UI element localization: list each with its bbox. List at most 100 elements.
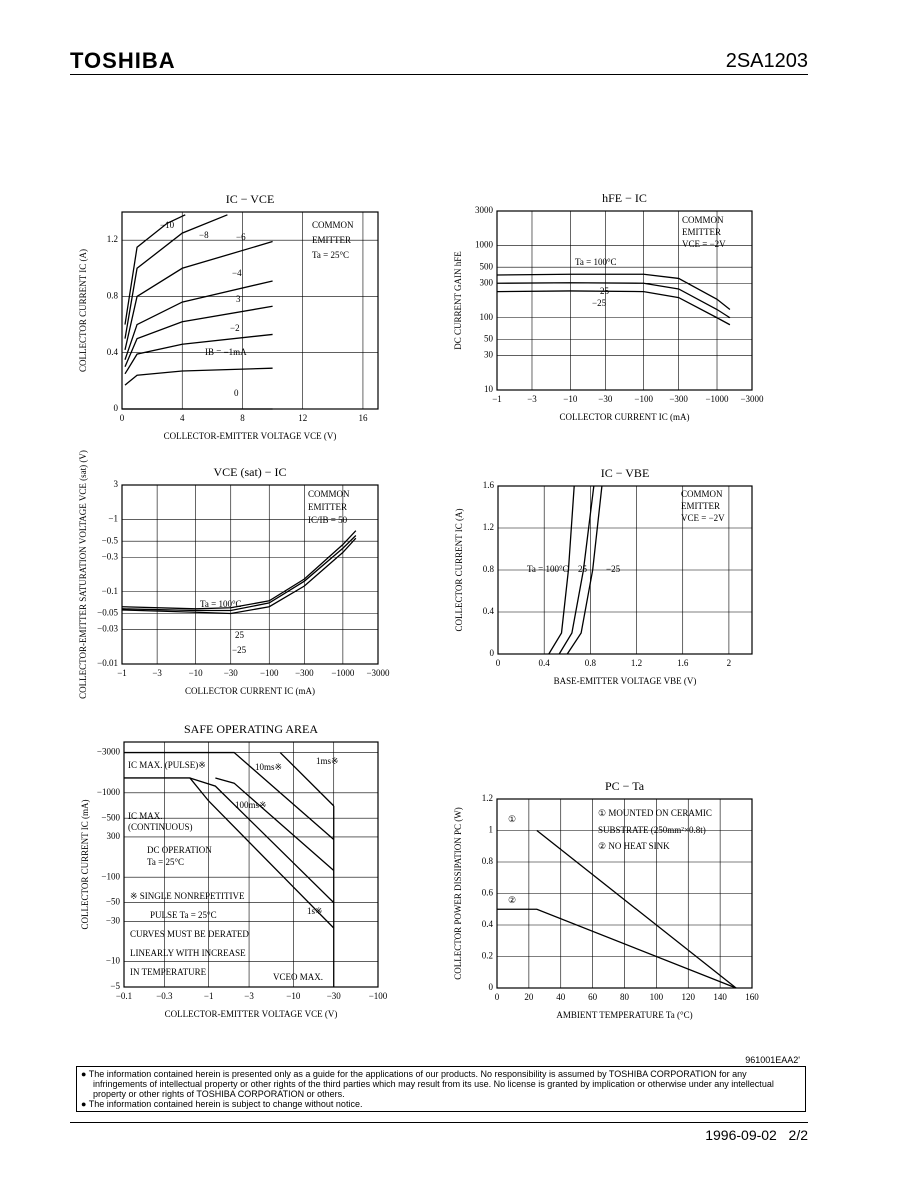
x-axis-label: AMBIENT TEMPERATURE Ta (°C) <box>556 1010 692 1020</box>
annotation: VCEO MAX. <box>273 972 323 982</box>
series-label: −6 <box>236 232 246 242</box>
y-tick-label: −0.01 <box>97 658 118 668</box>
annotation: ※ SINGLE NONREPETITIVE <box>130 891 245 901</box>
x-tick-label: −3 <box>152 668 162 678</box>
plot-frame <box>121 484 379 665</box>
x-axis-label: BASE-EMITTER VOLTAGE VBE (V) <box>554 676 697 686</box>
annotation: COMMON <box>681 489 723 499</box>
brand: TOSHIBA <box>70 48 176 73</box>
series-line <box>124 280 273 360</box>
series-label: 1ms※ <box>316 756 339 766</box>
y-tick-label: −500 <box>101 812 120 822</box>
annotation: LINEARLY WITH INCREASE <box>130 948 246 958</box>
y-tick-label: −0.03 <box>97 624 118 634</box>
y-tick-label: 1.2 <box>482 793 493 803</box>
series-line <box>279 752 335 807</box>
y-tick-label: 1.2 <box>483 522 494 532</box>
y-axis-label: DC CURRENT GAIN hFE <box>453 251 463 350</box>
x-tick-label: −30 <box>224 668 239 678</box>
x-tick-label: 2 <box>727 658 732 668</box>
series-line <box>121 535 357 612</box>
y-tick-label: 0 <box>490 648 495 658</box>
plot-frame <box>497 485 753 655</box>
y-axis-label: COLLECTOR CURRENT IC (A) <box>78 249 88 372</box>
y-tick-label: 500 <box>480 261 494 271</box>
x-tick-label: 1.6 <box>677 658 689 668</box>
x-tick-label: −3000 <box>740 394 764 404</box>
x-tick-label: 0 <box>120 413 125 423</box>
annotation: EMITTER <box>682 227 721 237</box>
chart-title: PC − Ta <box>605 779 645 793</box>
x-tick-label: 0 <box>495 992 500 1002</box>
chart-title: VCE (sat) − IC <box>213 465 286 479</box>
y-tick-label: −0.5 <box>102 535 119 545</box>
series-label: −25 <box>592 298 607 308</box>
series-line <box>124 214 228 339</box>
series-line <box>124 305 273 368</box>
series-line <box>124 240 273 351</box>
annotation: ① MOUNTED ON CERAMIC <box>598 808 712 818</box>
series-label: 25 <box>235 630 245 640</box>
notes: The information contained herein is pres… <box>76 1066 806 1112</box>
y-tick-label: −5 <box>110 981 120 991</box>
chart-title: IC − VBE <box>601 466 650 480</box>
x-tick-label: 12 <box>298 413 307 423</box>
y-tick-label: 0.4 <box>482 919 494 929</box>
x-tick-label: 1.2 <box>631 658 642 668</box>
part-number: 2SA1203 <box>725 50 808 72</box>
series-line <box>124 214 186 325</box>
x-tick-label: −300 <box>669 394 688 404</box>
series-line <box>124 333 273 375</box>
series-label: −2 <box>230 323 240 333</box>
x-tick-label: −30 <box>598 394 613 404</box>
series-line <box>497 908 737 989</box>
plot-frame <box>123 741 379 988</box>
y-tick-label: 0.2 <box>482 951 493 961</box>
x-tick-label: 100 <box>650 992 664 1002</box>
x-tick-label: −10 <box>563 394 578 404</box>
x-tick-label: 160 <box>745 992 759 1002</box>
x-tick-label: 0 <box>496 658 501 668</box>
y-tick-label: −0.05 <box>97 608 118 618</box>
series-line <box>566 485 603 655</box>
annotation: CURVES MUST BE DERATED <box>130 929 249 939</box>
plot-frame <box>496 210 753 391</box>
y-tick-label: 1000 <box>475 240 494 250</box>
series-label: −8 <box>199 230 209 240</box>
y-tick-label: 1 <box>489 825 494 835</box>
y-tick-label: 10 <box>484 384 494 394</box>
note: The information contained herein is pres… <box>81 1069 801 1099</box>
series-line <box>496 290 731 326</box>
series-line <box>121 537 357 615</box>
series-line <box>496 273 731 311</box>
annotation: VCE = −2V <box>682 239 726 249</box>
y-tick-label: −10 <box>106 956 121 966</box>
series-label: Ta = 100°C <box>575 257 617 267</box>
chart-title: IC − VCE <box>226 192 275 206</box>
y-tick-label: −0.3 <box>102 551 119 561</box>
x-tick-label: 4 <box>180 413 185 423</box>
annotation: DC OPERATION <box>147 845 212 855</box>
x-axis-label: COLLECTOR CURRENT IC (mA) <box>560 412 690 422</box>
x-tick-label: −3000 <box>366 668 390 678</box>
y-tick-label: −50 <box>106 897 121 907</box>
y-tick-label: 0.6 <box>482 888 494 898</box>
x-tick-label: 60 <box>588 992 598 1002</box>
series-label: −10 <box>160 220 175 230</box>
date: 1996-09-02 <box>705 1127 777 1143</box>
series-label: ② <box>508 895 516 905</box>
annotation: SUBSTRATE (250mm²×0.8t) <box>598 825 706 835</box>
x-tick-label: 20 <box>524 992 534 1002</box>
series-label: 1s※ <box>307 906 323 916</box>
annotation: COMMON <box>312 220 354 230</box>
x-axis-label: COLLECTOR-EMITTER VOLTAGE VCE (V) <box>164 431 337 441</box>
x-tick-label: −1000 <box>705 394 729 404</box>
series-line <box>215 777 335 872</box>
annotation: IN TEMPERATURE <box>130 967 207 977</box>
doc-code: 961001EAA2' <box>745 1055 800 1065</box>
y-tick-label: −1 <box>108 514 118 524</box>
annotation: (CONTINUOUS) <box>128 822 193 832</box>
y-tick-label: 0.8 <box>107 290 119 300</box>
chart-title: hFE − IC <box>602 191 647 205</box>
